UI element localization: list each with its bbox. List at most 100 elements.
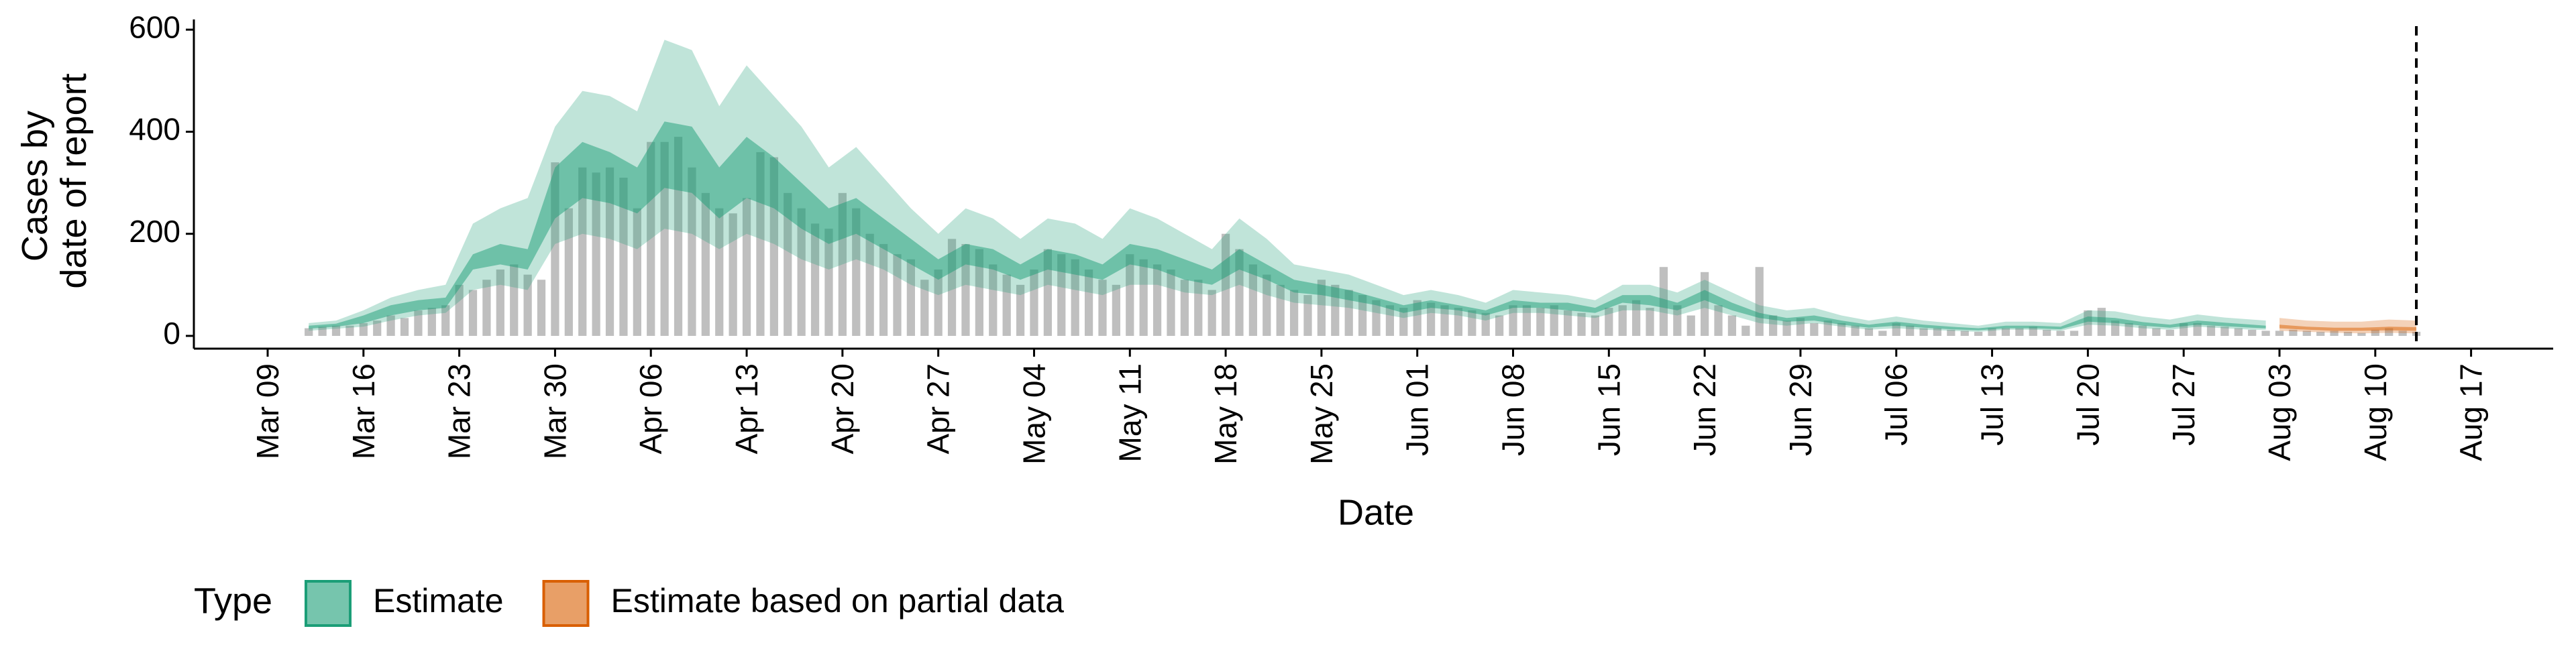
observed-bar — [1755, 267, 1764, 336]
observed-bar — [893, 254, 902, 336]
observed-bar — [1919, 328, 1928, 336]
y-axis-title: Cases by date of report — [15, 73, 94, 288]
x-tick-label: Jun 22 — [1687, 363, 1722, 456]
observed-bar — [2125, 322, 2133, 336]
observed-bar — [1892, 322, 1900, 336]
observed-bar — [1851, 325, 1860, 336]
observed-bar — [1906, 325, 1915, 336]
observed-bar — [1426, 302, 1436, 336]
observed-bar — [2275, 331, 2284, 336]
observed-bar — [784, 192, 792, 336]
observed-bar — [975, 249, 983, 336]
observed-bar — [1399, 308, 1408, 336]
x-tick-label: Aug 03 — [2262, 363, 2297, 461]
observed-bar — [1016, 284, 1025, 336]
observed-bar — [1686, 315, 1695, 336]
x-tick-label: Jul 06 — [1879, 363, 1914, 446]
observed-bar — [1947, 329, 1955, 336]
observed-bar — [1276, 284, 1285, 336]
observed-bar — [2261, 331, 2270, 336]
observed-bar — [345, 325, 354, 336]
observed-bar — [605, 167, 614, 336]
observed-bar — [742, 198, 751, 336]
x-axis-title: Date — [1338, 492, 1414, 532]
x-tick-label: Apr 06 — [633, 363, 668, 455]
observed-bar — [1727, 315, 1737, 336]
observed-bar — [1632, 300, 1641, 336]
observed-bar — [824, 229, 833, 336]
ribbon-90 — [2279, 318, 2416, 334]
observed-bar — [2357, 333, 2366, 336]
observed-bar — [2070, 331, 2079, 336]
observed-bar — [961, 243, 970, 336]
observed-bar — [427, 308, 436, 336]
observed-bar — [2385, 328, 2394, 336]
observed-bar — [455, 284, 464, 336]
x-tick-label: Apr 20 — [825, 363, 860, 455]
x-tick-label: Jul 20 — [2070, 363, 2105, 446]
x-tick-label: Jul 13 — [1975, 363, 2010, 446]
observed-bar — [797, 208, 806, 336]
observed-bar — [386, 315, 395, 336]
x-tick-label: Apr 13 — [729, 363, 764, 455]
x-tick-label: Jun 15 — [1591, 363, 1626, 456]
observed-bar — [1782, 320, 1791, 336]
observed-bar — [920, 280, 929, 336]
observed-bar — [1248, 264, 1258, 336]
x-tick-label: Apr 27 — [921, 363, 956, 455]
x-tick-label: Jun 29 — [1783, 363, 1818, 456]
observed-bar — [660, 141, 669, 336]
observed-bar — [852, 208, 861, 336]
observed-bar — [906, 259, 915, 336]
observed-bar — [1878, 331, 1887, 336]
observed-bar — [1303, 295, 1312, 336]
x-tick-label: May 25 — [1304, 363, 1339, 465]
observed-bar — [331, 325, 341, 336]
x-tick-label: Mar 09 — [250, 363, 285, 459]
observed-bar — [2043, 329, 2051, 336]
observed-bar — [400, 318, 409, 336]
legend-title: Type — [194, 581, 272, 621]
observed-bar — [865, 233, 874, 336]
observed-bar — [1126, 254, 1134, 336]
observed-bar — [701, 192, 710, 336]
observed-bar — [1864, 328, 1874, 336]
observed-bar — [1180, 280, 1189, 336]
y-axis-title-line: date of report — [54, 73, 94, 288]
observed-bar — [989, 264, 998, 336]
legend-swatch — [305, 580, 352, 627]
observed-bar — [1385, 305, 1395, 336]
y-tick-label: 400 — [129, 112, 180, 147]
observed-bar — [633, 208, 641, 336]
x-tick-label: Aug 10 — [2358, 363, 2393, 461]
observed-bar — [1796, 318, 1805, 336]
observed-bar — [2056, 331, 2065, 336]
observed-bar — [578, 167, 587, 336]
y-tick-label: 200 — [129, 214, 180, 249]
observed-bar — [1030, 270, 1038, 336]
observed-bar — [1344, 290, 1353, 336]
observed-bar — [1837, 322, 1846, 336]
observed-bar — [1194, 280, 1203, 336]
observed-bar — [1454, 308, 1463, 336]
observed-bar — [619, 177, 628, 336]
observed-bar — [1933, 328, 1942, 336]
observed-bar — [688, 167, 696, 336]
observed-bar — [1002, 274, 1011, 336]
observed-bar — [2234, 328, 2243, 336]
observed-bar — [414, 310, 423, 336]
observed-bar — [359, 322, 368, 336]
y-axis-title-line: Cases by — [15, 111, 55, 261]
observed-bar — [2152, 328, 2161, 336]
x-tick-label: Mar 30 — [537, 363, 572, 459]
observed-bar — [1769, 315, 1778, 336]
observed-bar — [1235, 249, 1244, 336]
observed-bar — [1988, 328, 1996, 336]
observed-bar — [2371, 329, 2379, 336]
observed-bar — [564, 208, 573, 336]
observed-bar — [2302, 331, 2311, 336]
x-tick-label: Jun 01 — [1400, 363, 1435, 456]
observed-bar — [1646, 308, 1654, 336]
observed-bar — [2165, 329, 2174, 336]
